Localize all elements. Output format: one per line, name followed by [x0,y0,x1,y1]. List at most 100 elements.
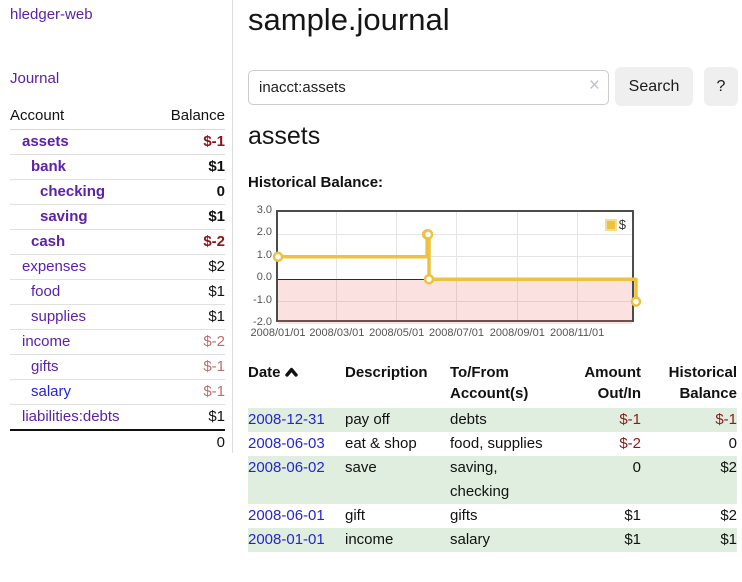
transactions-table: Date Description To/From Account(s) Amou… [248,361,737,552]
gridline [396,212,398,320]
search-form: × Search ? [248,67,742,107]
x-axis-tick-label: 2008/01/01 [250,327,306,339]
account-link[interactable]: bank [31,158,67,175]
transaction-date-link[interactable]: 2008-06-01 [248,507,325,524]
main-content: sample.journal × Search ? assets Histori… [248,0,742,582]
transaction-row[interactable]: 2008-06-03 eat & shop food, supplies $-2 0 [248,432,737,456]
account-link[interactable]: cash [31,233,66,250]
account-row: income $-2 [10,329,225,355]
transaction-amount-cell: $-1 [619,411,641,428]
gridline [576,212,578,320]
x-axis-tick-label: 2008/11/01 [550,327,605,339]
account-link[interactable]: salary [31,383,72,400]
account-row: saving $1 [10,204,225,230]
account-row: food $1 [10,279,225,305]
account-row: supplies $1 [10,304,225,330]
column-header-balance[interactable]: Historical Balance [668,364,737,402]
account-balance: $2 [153,254,225,280]
account-link[interactable]: assets [22,133,69,150]
account-balance: $1 [153,204,225,230]
transaction-amount-cell: $-2 [619,435,641,452]
column-header-description[interactable]: Description [345,364,428,381]
accounts-table: Account Balance assets $-1 bank $1 checking 0… [10,102,225,455]
historical-balance-chart: 3.0 2.0 1.0 0.0 -1.0 -2.0 $ 2008/01/01 2008/03… [248,203,742,353]
account-balance: $-2 [153,329,225,355]
transaction-date-link[interactable]: 2008-06-03 [248,435,325,452]
account-row: salary $-1 [10,379,225,405]
transaction-description-cell: gift [345,507,366,524]
x-axis-tick-label: 2008/03/01 [309,327,365,339]
transaction-date-link[interactable]: 2008-01-01 [248,531,325,548]
legend-swatch-icon [604,218,617,231]
account-link[interactable]: liabilities:debts [22,408,120,425]
account-balance: $1 [153,279,225,305]
accounts-total-spacer [10,429,154,455]
account-link[interactable]: checking [40,183,106,200]
account-link[interactable]: saving [40,208,88,225]
transaction-accounts-cell: food, supplies [450,435,543,452]
transaction-amount-cell: $1 [624,507,641,524]
transaction-date-cell: 2008-12-31 [248,408,345,432]
account-row: cash $-2 [10,229,225,255]
account-link[interactable]: expenses [22,258,87,275]
negative-balance-region [278,279,632,324]
search-input[interactable] [248,70,609,105]
y-axis-tick-label: 0.0 [256,271,272,284]
x-axis-tick-label: 2008/05/01 [369,327,425,339]
chart-legend: $ [602,216,628,233]
data-point-marker [272,251,284,263]
transaction-description-cell: pay off [345,411,390,428]
account-balance: $-1 [153,379,225,405]
account-row: liabilities:debts $1 [10,404,225,431]
data-point-marker [422,229,434,240]
account-heading: assets [248,122,321,150]
accounts-total-value: 0 [153,429,225,455]
account-link[interactable]: gifts [31,358,59,375]
transaction-row[interactable]: 2008-01-01 income salary $1 $1 [248,528,737,552]
transaction-row[interactable]: 2008-06-02 save saving, checking 0 $2 [248,456,737,504]
account-balance: $1 [153,404,225,431]
x-axis-tick-label: 2008/09/01 [489,327,545,339]
y-axis-tick-label: 3.0 [256,204,272,216]
gridline [336,212,338,320]
column-header-accounts[interactable]: To/From Account(s) [450,364,529,402]
account-link[interactable]: food [31,283,61,300]
transaction-date-link[interactable]: 2008-12-31 [248,411,325,428]
transaction-date-cell: 2008-06-01 [248,504,345,528]
y-axis-tick-label: -2.0 [253,316,272,328]
search-input-wrap: × [248,70,609,105]
account-balance: $-1 [153,354,225,380]
transaction-accounts-cell: salary [450,531,491,548]
account-row: bank $1 [10,154,225,180]
column-header-date[interactable]: Date [248,361,345,408]
transaction-date-cell: 2008-06-02 [248,456,345,504]
transaction-balance-cell: $-1 [715,411,737,428]
help-button[interactable]: ? [704,67,738,106]
transaction-accounts-cell: saving, checking [450,459,510,500]
account-balance: $1 [153,304,225,330]
gridline [278,233,632,235]
column-header-amount[interactable]: Amount Out/In [584,364,641,402]
search-button[interactable]: Search [615,67,693,106]
transaction-date-link[interactable]: 2008-06-02 [248,459,325,476]
sidebar-item-journal[interactable]: Journal [10,70,60,87]
gridline [456,212,457,320]
data-point-marker [423,273,435,285]
sidebar: hledger-web Journal Account Balance asse… [0,0,233,455]
transaction-date-cell: 2008-06-03 [248,432,345,456]
transaction-row[interactable]: 2008-06-01 gift gifts $1 $2 [248,504,737,528]
chart-heading: Historical Balance: [248,174,384,191]
transaction-row[interactable]: 2008-12-31 pay off debts $-1 $-1 [248,408,737,432]
transaction-balance-cell: $2 [720,459,737,476]
account-row: assets $-1 [10,129,225,155]
account-link[interactable]: income [22,333,71,350]
chart-plot-area: $ [272,210,642,324]
app-title-link[interactable]: hledger-web [10,6,93,23]
gridline [278,301,632,303]
transaction-description-cell: save [345,459,377,476]
y-axis-tick-label: 2.0 [256,226,272,239]
transaction-balance-cell: $2 [720,507,737,524]
account-balance: $1 [153,154,225,180]
clear-search-icon[interactable]: × [588,75,600,96]
account-link[interactable]: supplies [31,308,87,325]
